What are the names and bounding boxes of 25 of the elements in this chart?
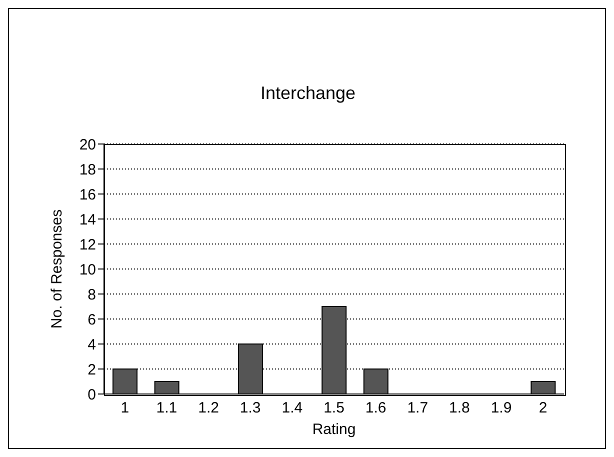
y-tick-label: 16 — [79, 186, 96, 204]
x-tick-label: 1.7 — [407, 400, 428, 417]
x-tick-label: 1.4 — [282, 400, 303, 417]
y-tick-label: 2 — [88, 361, 96, 378]
x-tick-label: 1.2 — [198, 400, 219, 417]
y-tick-label: 20 — [79, 136, 96, 154]
x-axis-title: Rating — [312, 421, 356, 438]
x-tick-label: 1.8 — [449, 400, 470, 417]
y-axis-title: No. of Responses — [48, 209, 66, 329]
x-tick-label: 1 — [120, 400, 130, 417]
y-tick-label: 8 — [88, 286, 96, 304]
y-tick-label: 4 — [88, 336, 96, 354]
x-tick-label: 1.6 — [365, 400, 386, 417]
y-tick-label: 12 — [79, 236, 96, 254]
x-tick-label: 1.3 — [240, 400, 261, 417]
x-tick-label: 2 — [538, 400, 548, 417]
y-tick-label: 18 — [79, 161, 96, 178]
x-tick-label: 1.9 — [490, 400, 512, 417]
chart-title: Interchange — [259, 83, 357, 104]
y-tick-label: 10 — [79, 261, 96, 278]
y-tick-label: 0 — [88, 386, 96, 404]
x-tick-label: 1.5 — [324, 400, 344, 417]
y-tick-label: 14 — [79, 211, 96, 228]
x-tick-label: 1.1 — [156, 400, 178, 417]
y-tick-label: 6 — [88, 311, 96, 328]
